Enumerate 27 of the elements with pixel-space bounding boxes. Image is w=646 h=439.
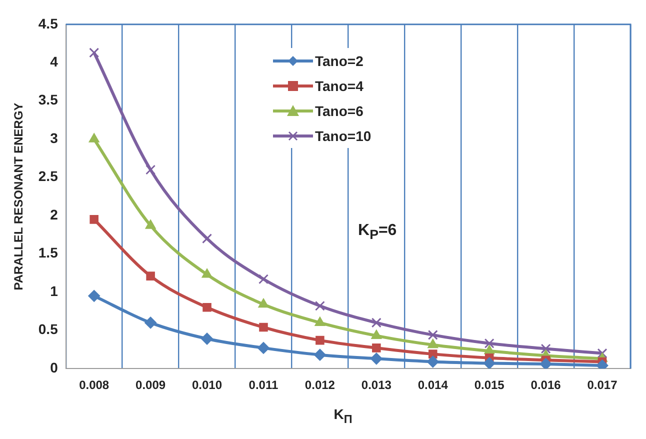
x-tick-label: 0.015 [474, 378, 505, 392]
x-tick-label: 0.008 [79, 378, 110, 392]
x-tick-label: 0.010 [192, 378, 222, 392]
x-tick-label: 0.016 [530, 378, 562, 392]
legend-label: Tano=4 [315, 78, 364, 94]
y-axis-title: PARALLEL RESONANT ENERGY [12, 102, 26, 290]
x-tick-label: 0.014 [418, 378, 448, 392]
y-tick-label: 1.5 [38, 244, 58, 261]
x-tick-label: 0.009 [136, 378, 166, 392]
y-tick-label: 1 [50, 282, 58, 299]
y-tick-label: 2.5 [38, 168, 58, 184]
x-tick-label: 0.012 [304, 378, 336, 392]
y-tick-label: 3 [50, 130, 58, 146]
x-tick-label: 0.011 [248, 378, 278, 392]
legend-label: Tano=6 [315, 102, 364, 118]
legend-label: Tano=10 [315, 128, 372, 144]
y-tick-label: 0 [50, 359, 58, 376]
y-tick-label: 0.5 [38, 321, 58, 338]
y-tick-label: 3.5 [38, 92, 58, 108]
x-tick-label: 0.017 [587, 378, 618, 392]
x-axis-title: K$_{Π}$ [332, 406, 354, 426]
y-tick-label: 4 [50, 54, 58, 70]
y-tick-label: 4.5 [38, 15, 58, 32]
legend-label: Tano=2 [315, 52, 364, 68]
y-tick-label: 2 [50, 206, 58, 222]
annotation: K$_{P}$=6 [358, 222, 397, 242]
x-tick-label: 0.013 [361, 378, 392, 392]
